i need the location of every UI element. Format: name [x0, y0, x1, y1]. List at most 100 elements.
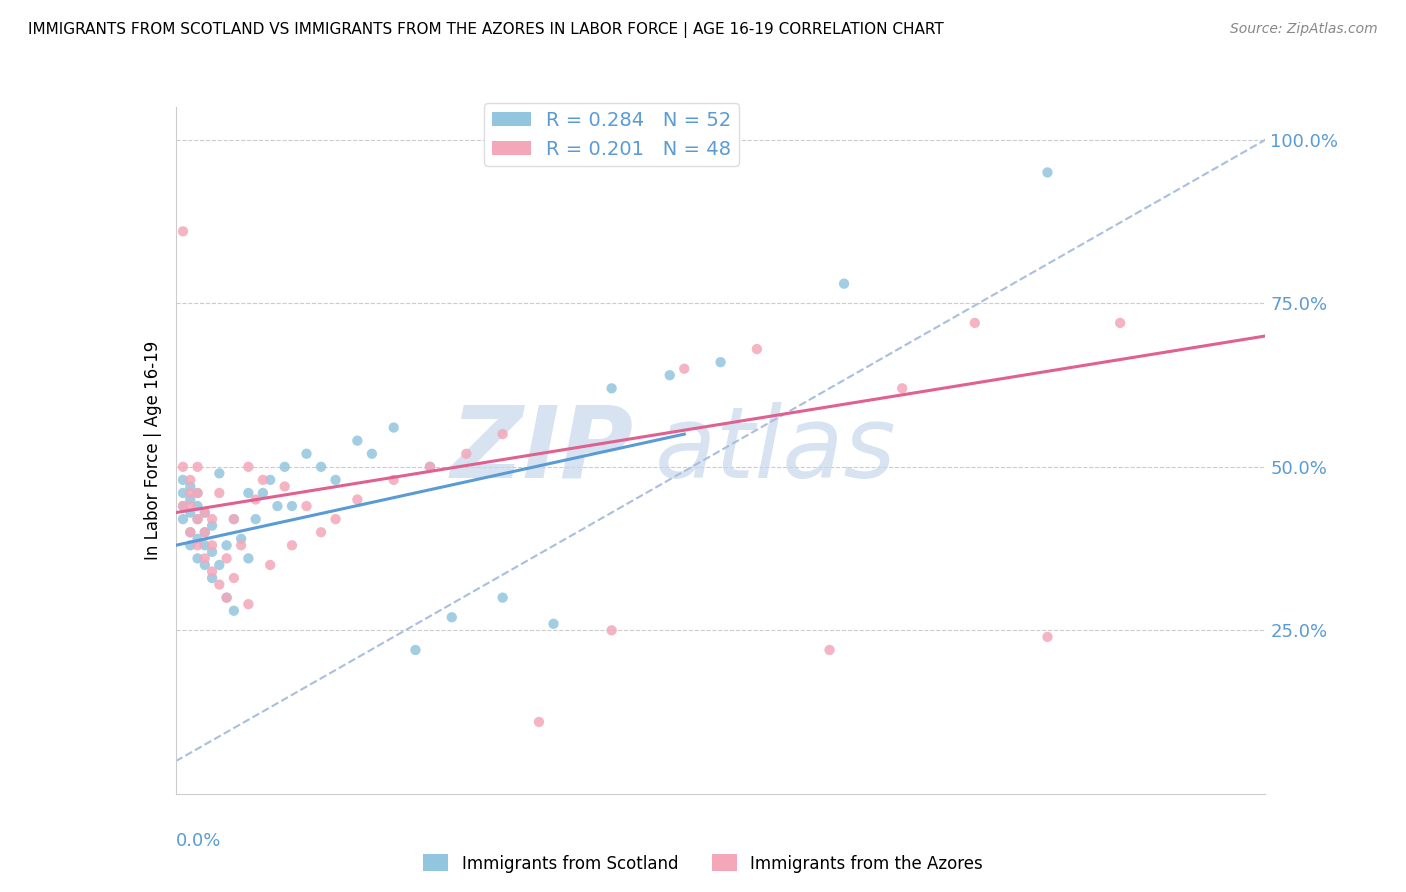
Point	[238, 459, 260, 474]
Point	[179, 479, 201, 493]
Point	[440, 610, 463, 624]
Point	[186, 512, 209, 526]
Point	[208, 577, 231, 591]
Point	[1036, 165, 1059, 179]
Point	[179, 525, 201, 540]
Point	[259, 558, 281, 572]
Point	[172, 459, 194, 474]
Point	[231, 532, 253, 546]
Point	[600, 381, 623, 395]
Point	[259, 473, 281, 487]
Point	[172, 473, 194, 487]
Point	[194, 538, 217, 552]
Point	[360, 447, 382, 461]
Point	[245, 512, 267, 526]
Point	[186, 459, 209, 474]
Point	[274, 459, 297, 474]
Point	[832, 277, 855, 291]
Point	[456, 447, 478, 461]
Point	[179, 486, 201, 500]
Point	[419, 459, 441, 474]
Point	[215, 551, 238, 566]
Point	[419, 459, 441, 474]
Point	[891, 381, 914, 395]
Text: IMMIGRANTS FROM SCOTLAND VS IMMIGRANTS FROM THE AZORES IN LABOR FORCE | AGE 16-1: IMMIGRANTS FROM SCOTLAND VS IMMIGRANTS F…	[28, 22, 943, 38]
Point	[194, 506, 217, 520]
Point	[222, 571, 245, 585]
Point	[543, 616, 565, 631]
Point	[186, 512, 209, 526]
Point	[281, 538, 304, 552]
Point	[194, 551, 217, 566]
Point	[215, 591, 238, 605]
Point	[252, 486, 274, 500]
Point	[382, 420, 405, 434]
Text: Source: ZipAtlas.com: Source: ZipAtlas.com	[1230, 22, 1378, 37]
Legend: R = 0.284   N = 52, R = 0.201   N = 48: R = 0.284 N = 52, R = 0.201 N = 48	[484, 103, 740, 166]
Point	[492, 591, 515, 605]
Point	[309, 459, 332, 474]
Point	[963, 316, 986, 330]
Point	[172, 499, 194, 513]
Point	[1036, 630, 1059, 644]
Point	[238, 486, 260, 500]
Point	[215, 591, 238, 605]
Point	[382, 473, 405, 487]
Point	[172, 512, 194, 526]
Point	[238, 597, 260, 611]
Legend: Immigrants from Scotland, Immigrants from the Azores: Immigrants from Scotland, Immigrants fro…	[416, 847, 990, 880]
Point	[179, 525, 201, 540]
Text: atlas: atlas	[655, 402, 897, 499]
Point	[186, 486, 209, 500]
Point	[201, 518, 224, 533]
Point	[194, 506, 217, 520]
Point	[346, 492, 368, 507]
Point	[274, 479, 297, 493]
Point	[201, 512, 224, 526]
Point	[194, 525, 217, 540]
Point	[186, 486, 209, 500]
Point	[215, 538, 238, 552]
Text: ZIP: ZIP	[450, 402, 633, 499]
Point	[194, 525, 217, 540]
Point	[186, 499, 209, 513]
Point	[172, 499, 194, 513]
Point	[208, 467, 231, 481]
Point	[186, 538, 209, 552]
Point	[281, 499, 304, 513]
Text: 0.0%: 0.0%	[176, 831, 221, 850]
Point	[600, 624, 623, 638]
Point	[238, 551, 260, 566]
Point	[172, 224, 194, 238]
Point	[179, 499, 201, 513]
Point	[179, 492, 201, 507]
Point	[179, 506, 201, 520]
Point	[745, 342, 768, 356]
Point	[201, 545, 224, 559]
Point	[201, 538, 224, 552]
Point	[186, 532, 209, 546]
Point	[658, 368, 681, 383]
Point	[201, 571, 224, 585]
Point	[405, 643, 427, 657]
Point	[346, 434, 368, 448]
Point	[222, 604, 245, 618]
Point	[186, 551, 209, 566]
Point	[252, 473, 274, 487]
Point	[222, 512, 245, 526]
Point	[295, 447, 318, 461]
Point	[325, 512, 347, 526]
Point	[208, 558, 231, 572]
Point	[309, 525, 332, 540]
Point	[208, 486, 231, 500]
Point	[201, 565, 224, 579]
Point	[194, 558, 217, 572]
Point	[179, 473, 201, 487]
Point	[818, 643, 841, 657]
Point	[1109, 316, 1132, 330]
Point	[710, 355, 733, 369]
Point	[325, 473, 347, 487]
Point	[222, 512, 245, 526]
Point	[266, 499, 288, 513]
Point	[231, 538, 253, 552]
